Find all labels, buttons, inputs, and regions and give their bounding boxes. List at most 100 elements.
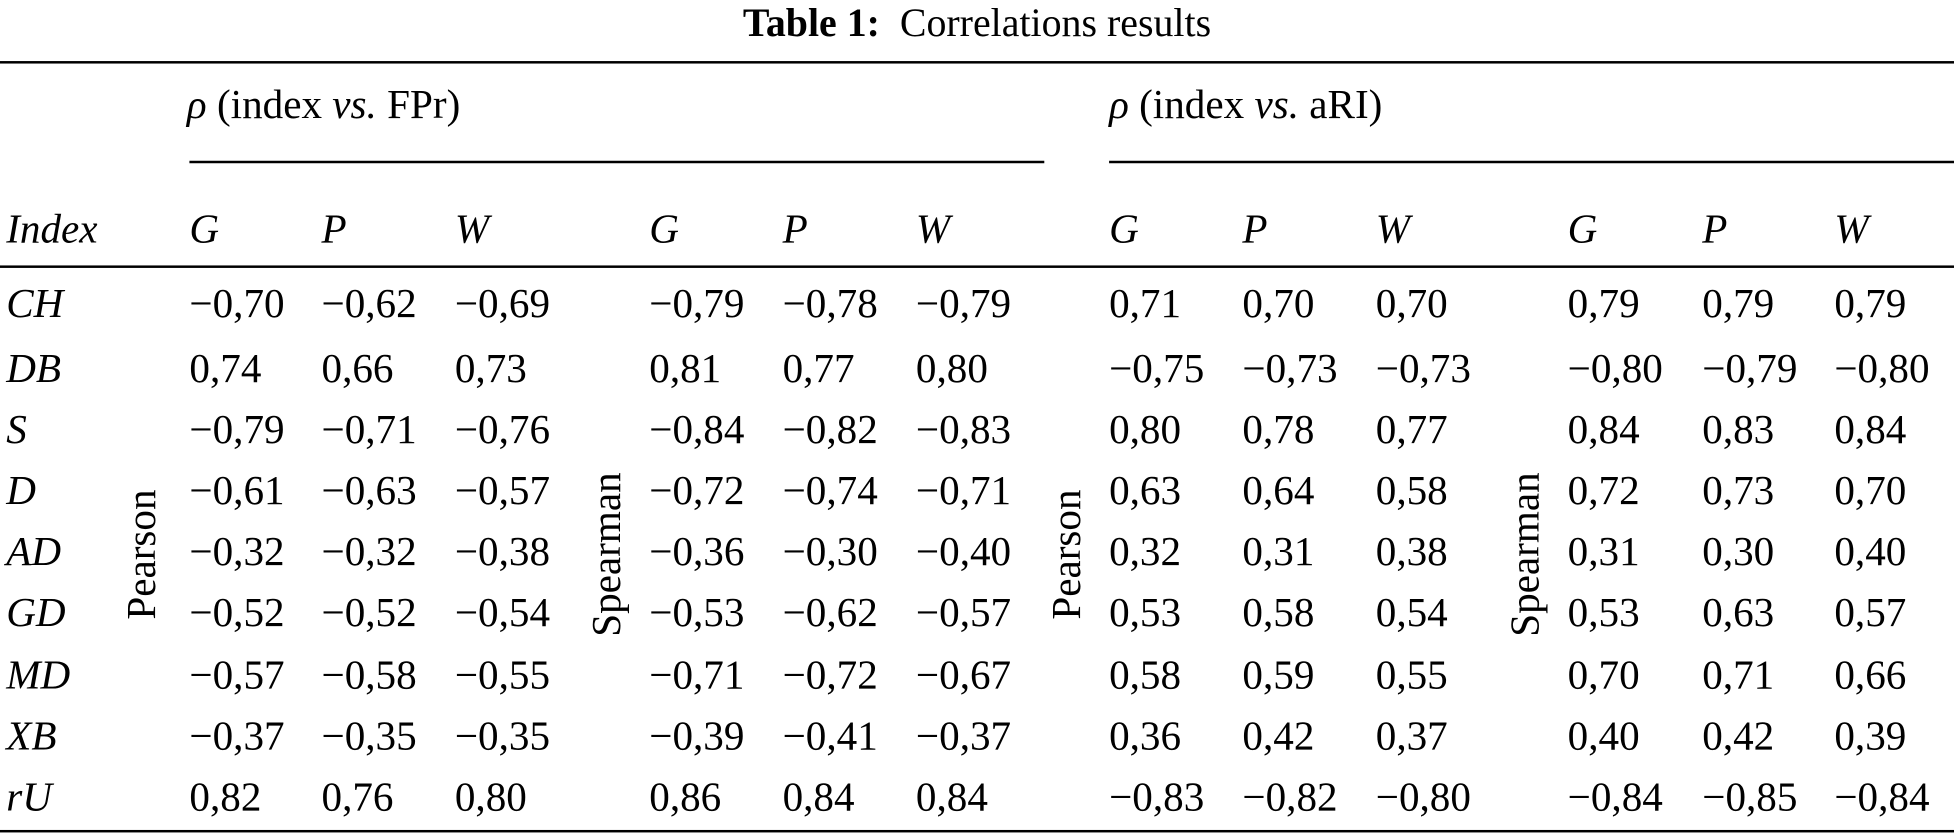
method-label: Spearman xyxy=(1503,472,1549,637)
cell-value: −0,39 xyxy=(649,714,745,760)
column-header: P xyxy=(321,207,347,253)
cell-value: −0,73 xyxy=(1375,347,1471,392)
cell-value: −0,32 xyxy=(189,530,285,576)
cell-value: −0,79 xyxy=(649,282,745,328)
cell-value: −0,30 xyxy=(782,530,878,576)
cell-value: −0,82 xyxy=(1242,775,1338,821)
cell-value: −0,54 xyxy=(454,591,551,637)
cell-value: 0,36 xyxy=(1109,714,1182,760)
cell-value: −0,62 xyxy=(321,282,417,328)
cell-value: −0,53 xyxy=(649,591,745,637)
row-name: MD xyxy=(6,653,71,699)
cell-value: −0,61 xyxy=(189,469,285,515)
cell-value: −0,52 xyxy=(321,591,417,637)
cell-value: 0,58 xyxy=(1242,591,1315,637)
cell-value: −0,84 xyxy=(1567,775,1663,821)
cell-value: 0,40 xyxy=(1567,714,1640,760)
bottom-rule xyxy=(0,829,1954,833)
table-caption: Table 1: Correlations results xyxy=(0,2,1954,42)
cell-value: 0,63 xyxy=(1109,469,1182,515)
cell-value: 0,70 xyxy=(1375,282,1448,328)
group-header-part: vs. xyxy=(332,82,377,128)
cell-value: −0,79 xyxy=(915,282,1012,328)
cell-value: −0,76 xyxy=(454,408,551,453)
cell-value: 0,80 xyxy=(915,347,988,392)
cell-value: 0,30 xyxy=(1702,530,1775,576)
cell-value: −0,72 xyxy=(782,653,878,699)
cell-value: −0,35 xyxy=(321,714,417,760)
cell-value: 0,57 xyxy=(1834,591,1907,637)
cell-value: 0,80 xyxy=(1109,408,1182,453)
cell-value: 0,37 xyxy=(1375,714,1448,760)
index-header: Index xyxy=(6,207,98,253)
cell-value: 0,63 xyxy=(1702,591,1775,637)
cell-value: 0,77 xyxy=(1375,408,1448,453)
cell-value: 0,59 xyxy=(1242,653,1315,699)
column-header: P xyxy=(1702,207,1728,253)
cell-value: 0,84 xyxy=(1834,408,1907,453)
column-header: W xyxy=(454,207,490,253)
cell-value: −0,82 xyxy=(782,408,878,453)
cell-value: −0,78 xyxy=(782,282,878,328)
cell-value: −0,71 xyxy=(321,408,417,453)
cell-value: 0,66 xyxy=(1834,653,1907,699)
caption-text: Correlations results xyxy=(899,0,1212,45)
cell-value: 0,76 xyxy=(321,775,394,821)
cell-value: −0,84 xyxy=(1834,775,1930,821)
row-name: D xyxy=(6,469,36,515)
group-header: ρ (index vs. FPr) xyxy=(187,85,460,126)
method-label: Pearson xyxy=(1044,489,1090,620)
row-name: rU xyxy=(6,775,52,821)
cell-value: −0,38 xyxy=(454,530,551,576)
cell-value: −0,79 xyxy=(189,408,285,453)
cell-value: 0,84 xyxy=(782,775,855,821)
column-header: P xyxy=(782,207,808,253)
cell-value: −0,52 xyxy=(189,591,285,637)
cell-value: 0,32 xyxy=(1109,530,1182,576)
cell-value: −0,58 xyxy=(321,653,417,699)
cell-value: 0,81 xyxy=(649,347,722,392)
cell-value: −0,80 xyxy=(1375,775,1471,821)
cell-value: 0,73 xyxy=(454,347,527,392)
top-rule xyxy=(0,61,1954,64)
cell-value: 0,83 xyxy=(1702,408,1775,453)
cell-value: 0,86 xyxy=(649,775,722,821)
cell-value: −0,83 xyxy=(1109,775,1205,821)
row-name: DB xyxy=(6,347,62,392)
cell-value: 0,70 xyxy=(1834,469,1907,515)
group-rule xyxy=(1109,160,1954,164)
cell-value: 0,42 xyxy=(1242,714,1315,760)
cell-value: −0,80 xyxy=(1834,347,1930,392)
column-header: G xyxy=(189,207,220,253)
group-header-part: aRI) xyxy=(1309,82,1383,128)
cell-value: 0,77 xyxy=(782,347,855,392)
header-rule xyxy=(0,265,1954,268)
cell-value: −0,74 xyxy=(782,469,878,515)
group-header-part: ρ xyxy=(1109,82,1129,128)
cell-value: 0,82 xyxy=(189,775,262,821)
method-label: Pearson xyxy=(120,489,166,620)
cell-value: 0,70 xyxy=(1567,653,1640,699)
cell-value: −0,57 xyxy=(454,469,551,515)
cell-value: 0,79 xyxy=(1702,282,1775,328)
cell-value: 0,79 xyxy=(1567,282,1640,328)
cell-value: −0,57 xyxy=(189,653,285,699)
column-header: P xyxy=(1242,207,1268,253)
cell-value: −0,71 xyxy=(649,653,745,699)
cell-value: −0,37 xyxy=(189,714,285,760)
cell-value: −0,55 xyxy=(454,653,551,699)
cell-value: 0,31 xyxy=(1567,530,1640,576)
cell-value: 0,78 xyxy=(1242,408,1315,453)
cell-value: −0,67 xyxy=(915,653,1012,699)
column-header: W xyxy=(1834,207,1869,253)
cell-value: 0,80 xyxy=(454,775,527,821)
method-label: Spearman xyxy=(585,472,630,637)
row-name: S xyxy=(6,408,27,453)
cell-value: −0,63 xyxy=(321,469,417,515)
cell-value: −0,70 xyxy=(189,282,285,328)
cell-value: −0,36 xyxy=(649,530,745,576)
cell-value: −0,35 xyxy=(454,714,551,760)
cell-value: −0,83 xyxy=(915,408,1012,453)
cell-value: −0,40 xyxy=(915,530,1012,576)
